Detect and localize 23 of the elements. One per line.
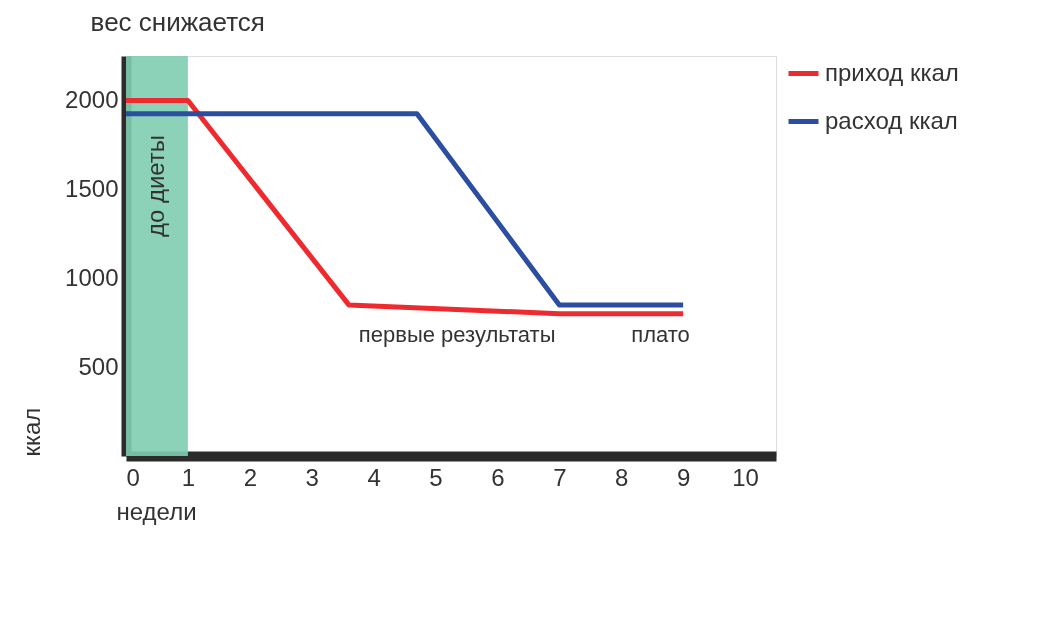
- x-tick-label: 2: [243, 463, 257, 491]
- x-tick-label: 10: [732, 463, 759, 491]
- x-tick-label: 1: [181, 463, 196, 491]
- band-label: до диеты: [141, 134, 169, 238]
- y-axis-title: ккал: [18, 407, 46, 457]
- y-tick-label: 1000: [65, 263, 119, 291]
- x-tick-label: 6: [491, 463, 505, 491]
- legend-label: расход ккал: [825, 106, 958, 134]
- y-tick-label: 500: [78, 352, 119, 380]
- chart-title: вес снижается: [90, 7, 265, 37]
- x-tick-label: 5: [429, 463, 443, 491]
- x-axis-title: недели: [116, 497, 197, 525]
- legend-label: приход ккал: [825, 58, 959, 86]
- x-tick-label: 7: [553, 463, 567, 491]
- x-tick-label: 0: [126, 463, 140, 491]
- x-tick-label: 9: [676, 463, 691, 491]
- x-tick-label: 3: [305, 463, 319, 491]
- annotation: плато: [631, 321, 690, 347]
- x-tick-label: 4: [367, 463, 381, 491]
- y-tick-label: 1500: [65, 174, 119, 202]
- y-tick-label: 2000: [65, 85, 119, 113]
- x-tick-label: 8: [615, 463, 629, 491]
- annotation: первые результаты: [358, 321, 556, 347]
